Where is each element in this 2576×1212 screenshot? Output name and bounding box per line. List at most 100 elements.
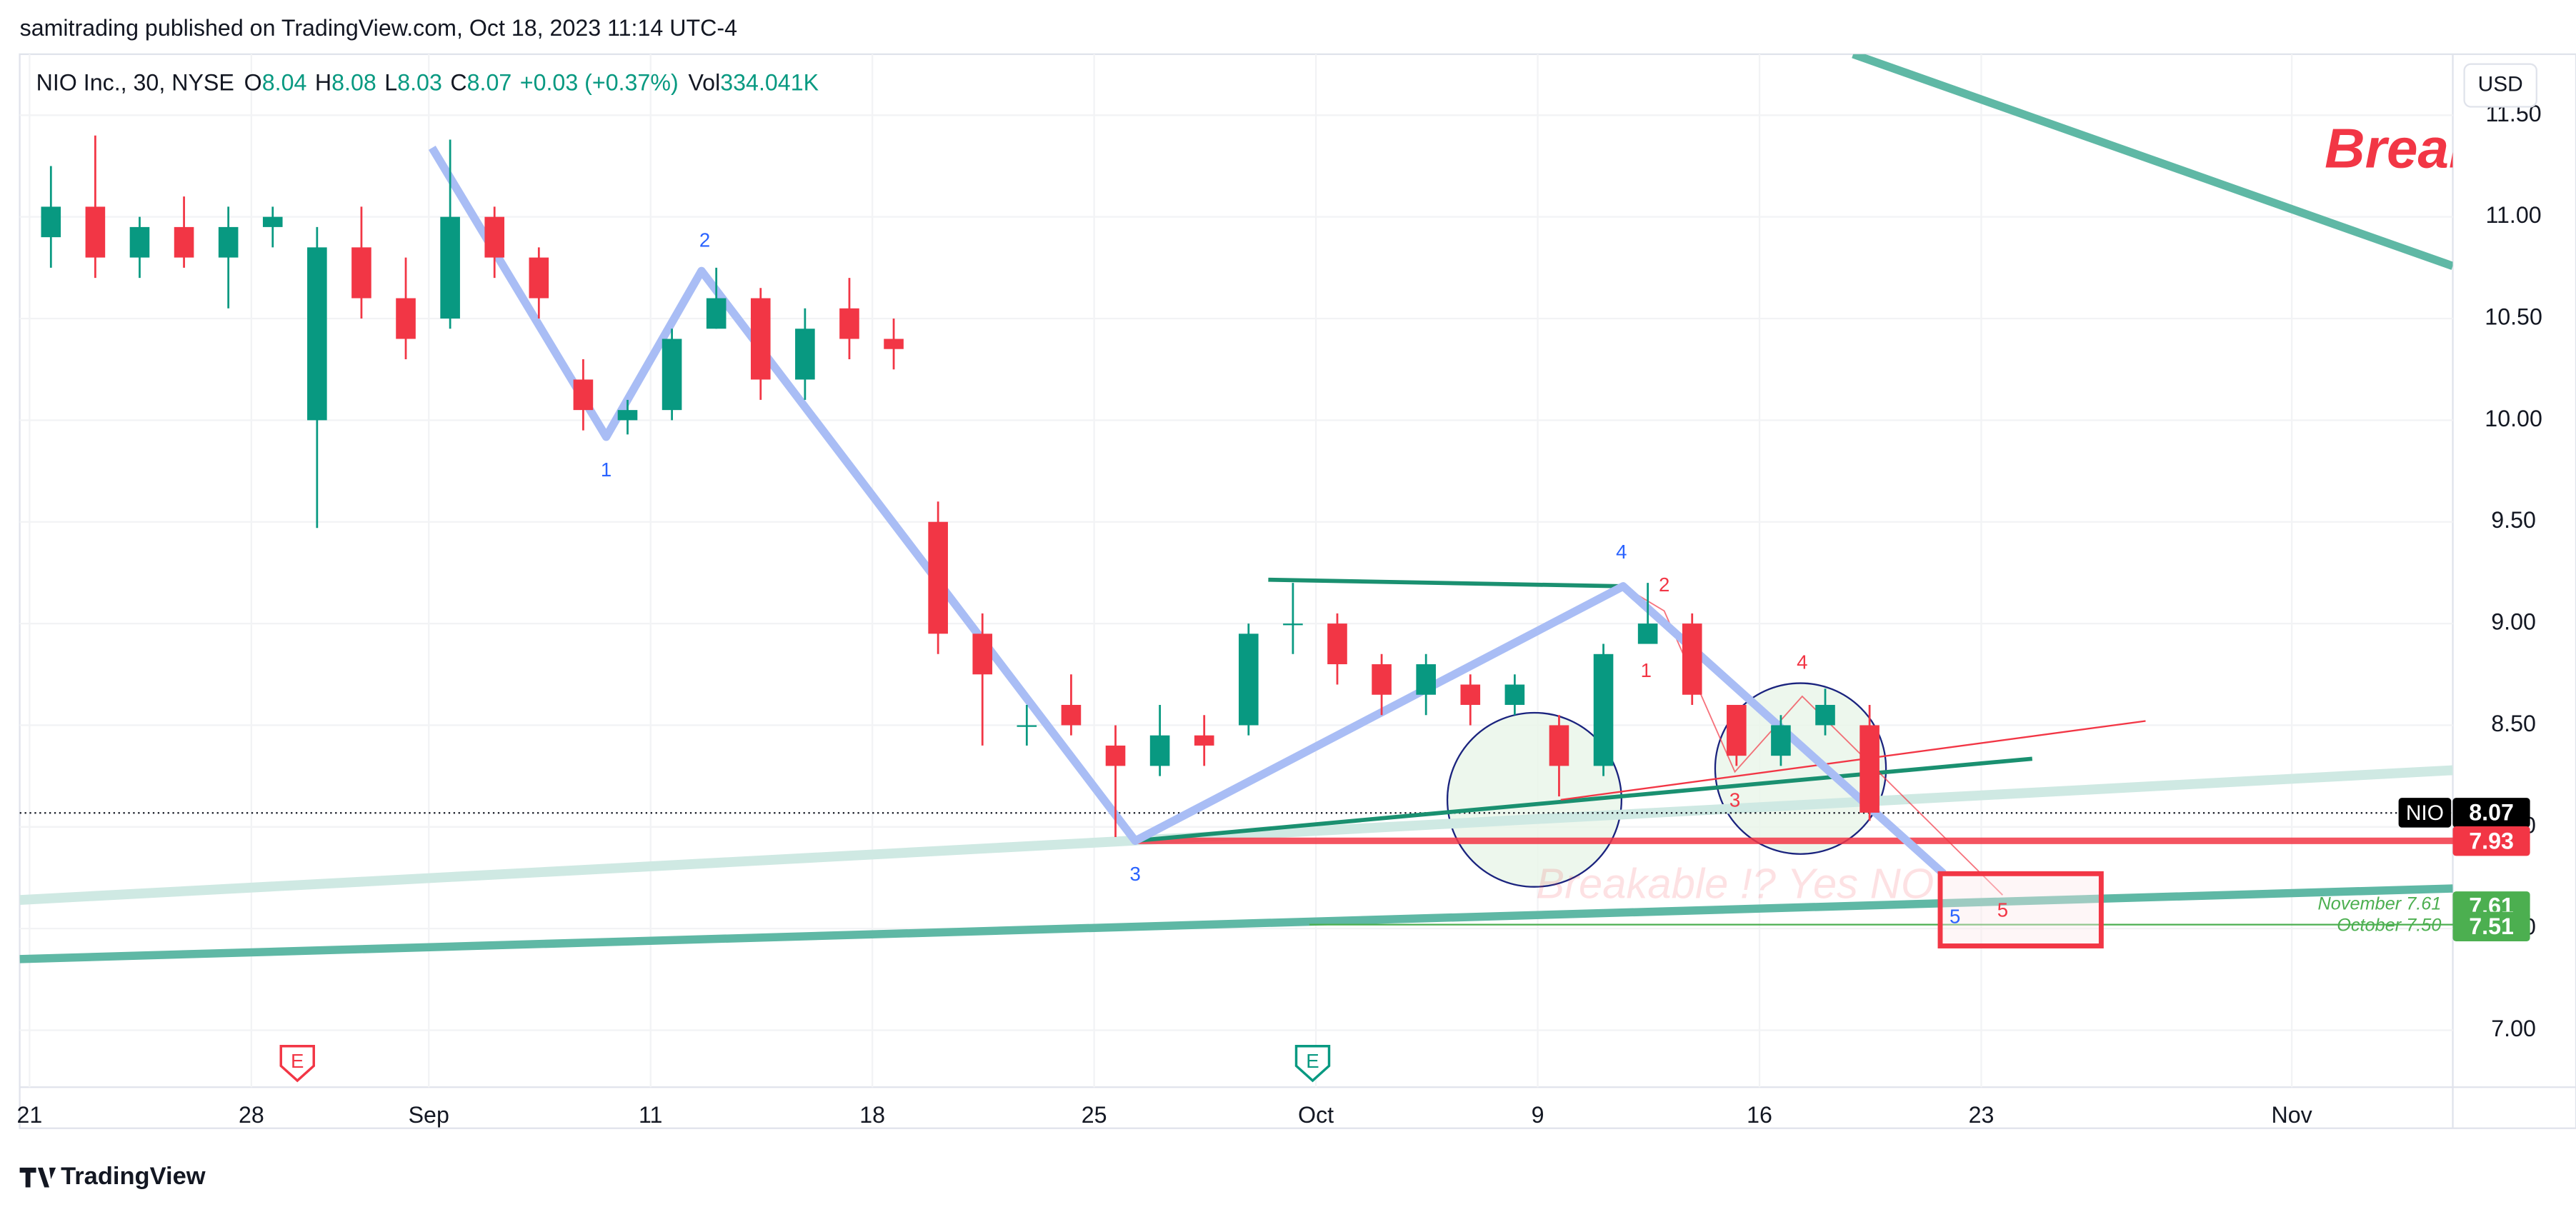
publisher: samitrading published on TradingView.com… [20,15,737,41]
x-tick-label: Nov [2272,1102,2312,1128]
price-label-box [2452,798,2530,828]
brand: TradingView [19,1163,206,1190]
candle-body [1637,623,1658,644]
x-tick-label: 9 [1532,1102,1544,1128]
candle-body [1283,623,1303,626]
wave-label: 3 [1729,788,1740,811]
candle-body [795,329,815,380]
wave-label: 2 [699,229,710,251]
price-label: 7.93 [2469,828,2514,854]
brand-name: TradingView [61,1163,206,1190]
breakable-note: Breakable !? Yes NO [1536,860,1934,908]
x-tick-label: 25 [1082,1102,1107,1128]
legend-value: 8.03 [397,69,442,95]
x-tick-label: 11 [639,1102,662,1128]
candle-body [85,206,106,258]
legend-key: H [315,69,331,95]
candle-body [1017,725,1037,727]
legend-key: L [384,69,397,95]
candle-body [750,298,771,380]
grid [19,54,2453,1088]
level-note: November 7.61 [2318,894,2442,914]
candle-body [884,339,904,349]
candle-body [1504,684,1525,705]
candle-body [307,247,327,421]
currency-button[interactable] [2463,63,2537,108]
level-note: October 7.50 [2337,916,2441,936]
candle-body [573,379,594,411]
candle-body [1460,684,1481,705]
candle-body [1727,704,1747,756]
x-tick-label: 18 [859,1102,885,1128]
drawings [19,54,2453,963]
axes: 7.007.508.008.509.009.5010.0010.5011.001… [16,101,2542,1128]
candle-body [1682,623,1702,695]
symbol-label-box [2398,798,2452,828]
candle-body [1327,623,1347,665]
y-tick-label: 11.00 [2486,202,2542,228]
legend-value: 8.07 [467,69,512,95]
trend-line [19,884,2453,963]
y-tick-label: 10.00 [2485,406,2542,431]
legend-value: 8.04 [262,69,307,95]
trend-line [1560,720,2146,801]
legend: NIO Inc., 30, NYSE O8.04 H8.08 L8.03 C8.07 +0… [36,69,819,95]
candle-body [1372,664,1392,695]
candle-body [1859,725,1879,813]
wave-label: 5 [1997,898,2008,921]
trend-line [1134,756,2033,843]
candle-body [662,339,682,411]
candle-body [262,216,283,227]
earnings-icon[interactable] [279,1045,315,1083]
wave-label: 1 [1641,659,1652,681]
annotations: 1 2 3 4 5 1 2 3 4 5 Breakable !? Yes NO … [279,117,2453,1083]
trend-line [19,765,2453,905]
candle-body [396,298,416,339]
y-tick-label: 10.50 [2485,304,2542,330]
candle-body [1105,745,1126,766]
price-label-box [2452,911,2530,942]
candle-body [440,216,460,319]
earnings-label[interactable]: E [291,1050,304,1072]
candle-body [839,308,859,339]
wave-label: 2 [1659,574,1669,596]
price-label-box [2452,826,2530,856]
price-label: 8.07 [2469,800,2514,826]
earnings-icon[interactable] [1294,1045,1331,1083]
y-tick-label: 7.00 [2491,1016,2536,1041]
wave-label: 4 [1616,541,1627,563]
wave-label: 4 [1797,651,1807,673]
candle-body [129,226,150,258]
legend-key: Vol [688,69,720,95]
wave-label: 5 [1950,906,1960,928]
x-tick-label: 21 [16,1102,42,1128]
wave-label: 1 [601,459,611,481]
y-tick-label: 9.00 [2491,609,2536,635]
candle-body [529,257,549,299]
x-tick-label: 28 [239,1102,264,1128]
candle-body [1815,704,1835,726]
candle-body [41,206,61,238]
frame [19,53,2576,1129]
legend-change: +0.03 (+0.37%) [520,69,679,95]
break-clip: Break [2325,117,2452,180]
trend-line [1852,54,2453,270]
candle-body [218,226,239,258]
candle-body [1194,735,1214,746]
candle-body [706,298,727,329]
candle-body [972,633,993,675]
legend-key: C [450,69,466,95]
candle-body [174,226,194,258]
candle-body [1593,653,1614,766]
candle-body [1149,735,1170,766]
currency[interactable]: USD [2478,72,2523,96]
earnings-label[interactable]: E [1306,1050,1319,1072]
candle-body [1239,633,1259,726]
legend-value: 8.08 [331,69,376,95]
candle-body [617,410,638,421]
legend-key: O [244,69,262,95]
x-tick-label: Oct [1298,1102,1334,1128]
candle-body [351,247,371,299]
candle-body [1771,725,1791,756]
